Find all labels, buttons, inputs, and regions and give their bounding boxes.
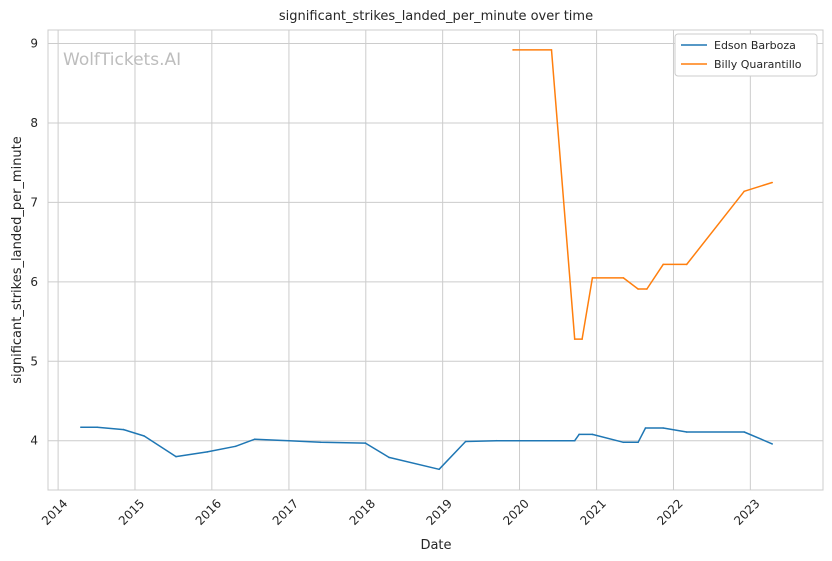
data-point-billy-quarantillo-0	[512, 49, 514, 51]
data-point-billy-quarantillo-7	[646, 288, 648, 290]
data-point-edson-barboza-10	[364, 442, 367, 444]
x-axis-label: Date	[420, 538, 451, 553]
data-point-edson-barboza-21	[644, 427, 647, 429]
data-point-edson-barboza-12	[438, 468, 440, 471]
data-point-edson-barboza-18	[591, 433, 594, 436]
x-tick-label: 2014	[39, 496, 70, 527]
data-point-edson-barboza-3	[143, 435, 145, 437]
data-point-billy-quarantillo-6	[637, 288, 639, 290]
data-point-edson-barboza-19	[622, 441, 625, 444]
data-point-billy-quarantillo-8	[662, 263, 664, 266]
data-point-billy-quarantillo-11	[771, 181, 773, 184]
data-point-edson-barboza-17	[578, 433, 580, 436]
x-tick-label: 2019	[424, 496, 455, 527]
data-point-billy-quarantillo-1	[550, 49, 553, 51]
data-point-edson-barboza-8	[288, 439, 290, 442]
y-axis-label: significant_strikes_landed_per_minute	[10, 136, 25, 384]
data-point-billy-quarantillo-2	[573, 338, 576, 340]
plot-frame	[47, 29, 824, 491]
series-lines	[80, 49, 773, 471]
data-point-edson-barboza-5	[206, 451, 208, 453]
data-point-billy-quarantillo-3	[581, 338, 583, 340]
x-tick-label: 2021	[577, 496, 608, 527]
y-gridlines	[48, 43, 823, 442]
data-point-edson-barboza-2	[122, 428, 125, 431]
data-point-edson-barboza-1	[96, 426, 98, 429]
data-point-billy-quarantillo-5	[622, 277, 625, 279]
data-point-edson-barboza-13	[464, 440, 467, 443]
data-point-billy-quarantillo-10	[743, 190, 745, 193]
x-tick-label: 2023	[731, 496, 762, 527]
y-tick-label: 7	[30, 195, 38, 209]
x-tick-label: 2022	[654, 496, 685, 527]
data-point-edson-barboza-25	[771, 443, 773, 445]
data-point-edson-barboza-0	[80, 426, 82, 429]
y-tick-label: 6	[30, 275, 38, 289]
data-point-edson-barboza-4	[175, 455, 177, 458]
data-point-edson-barboza-20	[637, 441, 639, 444]
x-tick-label: 2018	[347, 496, 378, 527]
watermark: WolfTickets.AI	[63, 50, 181, 70]
x-tick-label: 2015	[116, 496, 147, 527]
y-tick-label: 8	[30, 116, 38, 130]
data-point-edson-barboza-14	[495, 439, 498, 442]
data-point-edson-barboza-16	[573, 439, 576, 442]
data-point-edson-barboza-23	[685, 431, 688, 433]
y-tick-label: 4	[30, 434, 38, 448]
data-point-edson-barboza-15	[518, 439, 521, 442]
series-line-billy-quarantillo	[513, 49, 773, 340]
y-tick-label: 9	[30, 37, 38, 51]
x-tick-label: 2016	[193, 496, 224, 527]
y-tick-labels: 4 5 6 7 8 9	[30, 37, 38, 448]
data-point-edson-barboza-9	[319, 441, 322, 444]
legend: Edson Barboza Billy Quarantillo	[674, 33, 818, 77]
data-point-billy-quarantillo-4	[591, 277, 594, 279]
data-point-edson-barboza-22	[662, 427, 664, 429]
data-point-edson-barboza-6	[234, 445, 237, 448]
data-point-billy-quarantillo-9	[685, 263, 688, 266]
data-point-edson-barboza-11	[388, 456, 390, 459]
y-tick-label: 5	[30, 354, 38, 368]
series-line-edson-barboza	[80, 426, 773, 471]
x-tick-label: 2017	[270, 496, 301, 527]
legend-label-billy-quarantillo: Billy Quarantillo	[714, 58, 802, 71]
x-gridlines	[57, 30, 751, 490]
x-tick-labels: 2014 2015 2016 2017 2018 2019 2020 2021 2022 2023	[39, 496, 763, 527]
chart-title: significant_strikes_landed_per_minute ov…	[279, 9, 593, 24]
legend-label-edson-barboza: Edson Barboza	[714, 39, 796, 52]
legend-box	[674, 33, 818, 77]
x-tick-label: 2020	[500, 496, 531, 527]
data-point-edson-barboza-24	[743, 431, 745, 433]
data-point-edson-barboza-7	[254, 438, 256, 441]
